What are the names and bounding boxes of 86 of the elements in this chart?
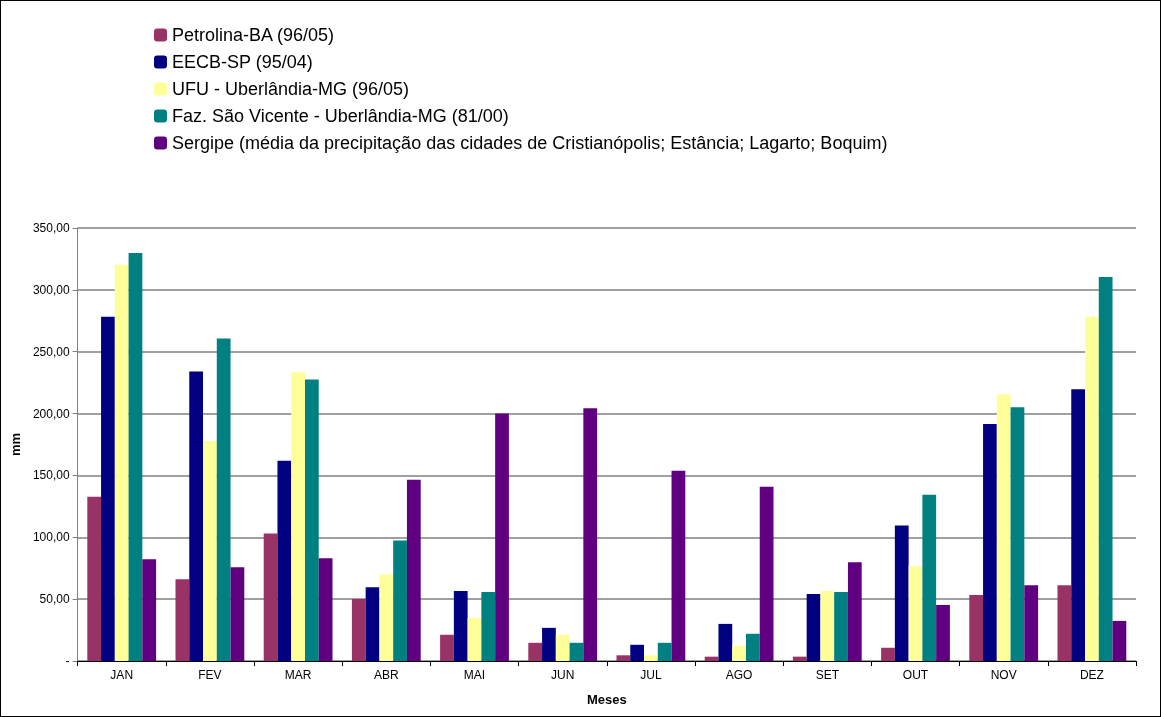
bar xyxy=(745,633,760,661)
bar xyxy=(128,253,143,661)
bar xyxy=(732,645,746,661)
y-tick-label: 250,00 xyxy=(32,344,70,359)
y-tick-label: 350,00 xyxy=(32,221,70,235)
bar xyxy=(1024,585,1039,661)
bar xyxy=(1071,389,1086,661)
bar xyxy=(365,587,380,661)
x-tick-label: MAI xyxy=(463,668,486,682)
bar xyxy=(1112,620,1127,661)
x-tick-label: JUN xyxy=(551,668,575,682)
bar xyxy=(881,647,895,661)
bar xyxy=(304,379,319,661)
y-tick-label: 100,00 xyxy=(32,530,70,545)
y-tick-label: 200,00 xyxy=(32,406,70,421)
bar xyxy=(175,579,190,661)
bar xyxy=(983,424,997,661)
y-tick-label: - xyxy=(65,654,70,668)
bar xyxy=(277,460,292,661)
bar xyxy=(644,655,658,661)
bar xyxy=(834,592,848,661)
bar xyxy=(1098,276,1113,661)
bar xyxy=(406,479,421,661)
bar xyxy=(1085,316,1099,661)
x-tick-label: AGO xyxy=(725,668,753,682)
x-tick-label: JAN xyxy=(110,668,134,682)
bar xyxy=(318,558,333,661)
x-tick-label: NOV xyxy=(990,668,1017,682)
x-tick-label: SET xyxy=(815,668,840,682)
y-tick-label: 300,00 xyxy=(32,282,70,297)
bar xyxy=(528,642,543,661)
bar xyxy=(101,316,115,661)
bar xyxy=(820,591,835,661)
bar xyxy=(569,642,584,661)
bar xyxy=(996,394,1011,661)
bar xyxy=(630,644,645,661)
bar xyxy=(792,656,807,661)
legend-label: EECB-SP (95/04) xyxy=(172,52,313,72)
bar xyxy=(467,617,482,661)
x-tick-label: OUT xyxy=(902,668,929,682)
x-tick-label: MAR xyxy=(284,668,312,682)
bar xyxy=(759,486,774,661)
bar xyxy=(969,595,984,661)
bar xyxy=(583,408,598,661)
bar xyxy=(453,591,468,661)
bar xyxy=(440,634,454,661)
bar xyxy=(936,604,950,661)
bar xyxy=(216,338,231,661)
bar xyxy=(393,540,407,661)
bar xyxy=(291,372,305,661)
bar xyxy=(495,413,509,661)
y-tick-label: 50,00 xyxy=(39,592,70,607)
legend-label: Petrolina-BA (96/05) xyxy=(172,25,335,45)
legend-label: Faz. São Vicente - Uberlândia-MG (81/00) xyxy=(172,106,509,126)
bar xyxy=(230,567,245,661)
bar xyxy=(657,642,672,661)
y-tick-label: 150,00 xyxy=(32,468,70,483)
x-tick-label: ABR xyxy=(373,668,399,682)
legend-label: UFU - Uberlândia-MG (96/05) xyxy=(172,79,410,99)
bar xyxy=(114,264,129,661)
bar xyxy=(542,627,556,661)
bar xyxy=(1010,407,1025,661)
bar xyxy=(189,371,204,661)
bar xyxy=(1057,585,1072,661)
bar xyxy=(351,599,366,661)
bar xyxy=(142,559,157,661)
bar xyxy=(847,562,862,661)
bar xyxy=(87,496,102,661)
bar xyxy=(894,525,909,661)
bar xyxy=(379,574,394,661)
bar xyxy=(203,441,217,661)
bar xyxy=(263,533,278,661)
x-tick-label: JUL xyxy=(640,668,662,682)
bar xyxy=(718,623,733,661)
bar xyxy=(481,592,496,661)
bar xyxy=(555,634,570,661)
x-axis-title: Meses xyxy=(586,692,627,707)
bar xyxy=(616,655,631,661)
bar xyxy=(908,566,923,661)
legend-label: Sergipe (média da precipitação das cidades de Cristianópolis; Estância; Lagarto; Boquim) xyxy=(172,133,888,153)
bar xyxy=(806,594,821,661)
bar xyxy=(671,470,686,661)
bar xyxy=(922,494,937,661)
y-axis-title: mm xyxy=(8,432,23,457)
x-tick-label: FEV xyxy=(198,668,222,682)
x-tick-label: DEZ xyxy=(1079,668,1104,682)
